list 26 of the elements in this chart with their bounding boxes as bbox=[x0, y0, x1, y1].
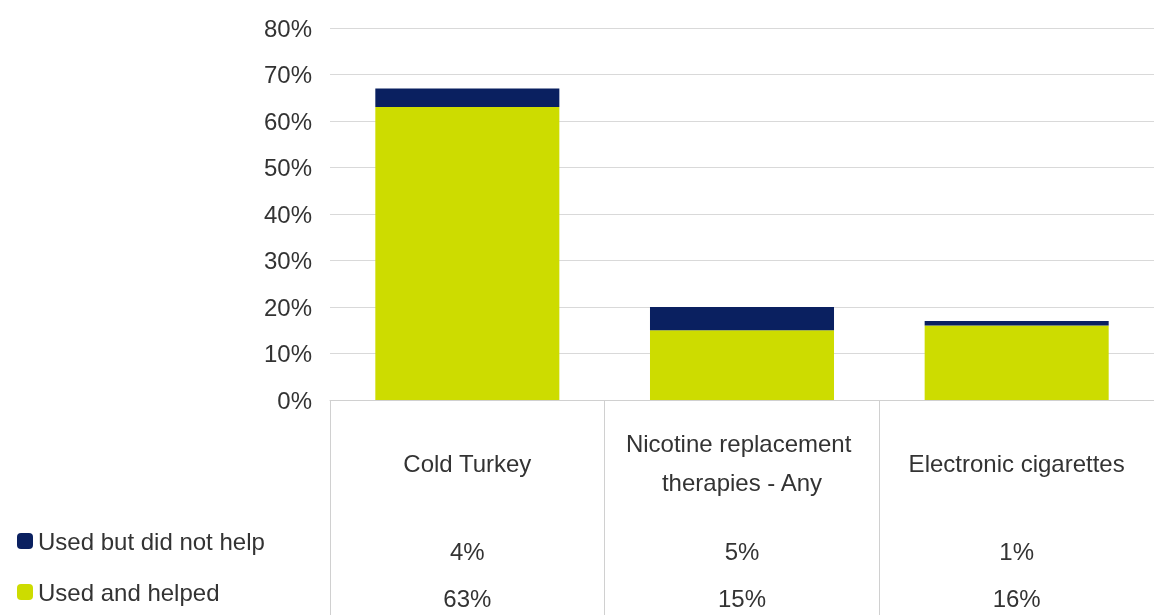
y-tick-label: 30% bbox=[263, 247, 312, 274]
data-label: 63% bbox=[443, 584, 492, 612]
y-tick-label: 10% bbox=[263, 340, 312, 367]
data-label: 15% bbox=[717, 584, 767, 612]
y-tick-label: 0% bbox=[277, 386, 312, 414]
data-label: 1% bbox=[999, 537, 1035, 565]
data-label: 4% bbox=[449, 537, 485, 565]
data-label: 16% bbox=[992, 584, 1041, 612]
legend-label: Used but did not help bbox=[38, 527, 265, 555]
bar bbox=[649, 330, 835, 400]
bar bbox=[649, 307, 835, 331]
data-label: 5% bbox=[724, 537, 760, 565]
bar bbox=[375, 88, 560, 108]
y-tick-label: 50% bbox=[263, 154, 312, 181]
y-tick-label: 80% bbox=[263, 14, 312, 42]
y-tick-label: 20% bbox=[263, 293, 312, 321]
x-tick-label: Electronic cigarettes bbox=[908, 449, 1125, 477]
legend-label: Used and helped bbox=[38, 578, 220, 606]
y-tick-label: 60% bbox=[263, 107, 312, 135]
y-tick-label: 70% bbox=[263, 61, 312, 88]
x-tick-label: Nicotine replacement therapies - Any bbox=[625, 430, 859, 496]
bar bbox=[924, 325, 1109, 400]
y-tick-label: 40% bbox=[263, 200, 312, 228]
bar bbox=[375, 107, 560, 400]
x-tick-label: Cold Turkey bbox=[403, 449, 532, 477]
bar bbox=[924, 320, 1109, 326]
